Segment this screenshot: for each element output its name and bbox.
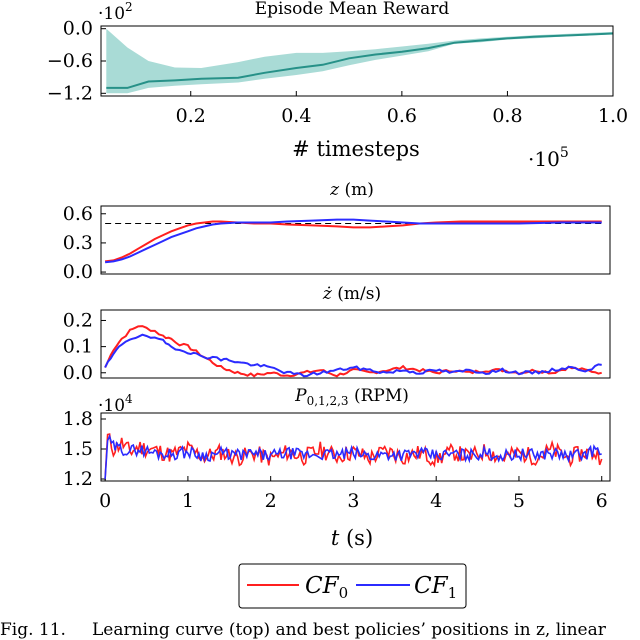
zdot-panel: ż (m/s) 0.2 0.1 0.0 — [63, 284, 611, 384]
reward-x-label: # timesteps — [292, 137, 420, 161]
legend-box — [238, 563, 467, 609]
reward-y-multiplier: ·102 — [98, 0, 133, 24]
zdot-cf0-line — [104, 325, 602, 378]
x-tick-label: 0.2 — [176, 105, 206, 127]
y-tick-label: 1.8 — [63, 408, 93, 430]
x-tick-label: 3 — [347, 490, 359, 512]
reward-title: Episode Mean Reward — [255, 0, 450, 19]
figure-caption: Fig. 11. Learning curve (top) and best po… — [0, 620, 640, 640]
y-tick-label: 0.2 — [63, 309, 93, 331]
x-tick-label: 0.4 — [281, 105, 311, 127]
z-title: z (m) — [329, 180, 374, 200]
x-tick-label: 6 — [596, 490, 608, 512]
zdot-cf1-line — [104, 333, 602, 378]
y-tick-label: 1.5 — [63, 438, 93, 460]
y-tick-label: 0.1 — [63, 336, 93, 358]
zdot-title: ż (m/s) — [322, 284, 381, 304]
y-tick-label: 0.0 — [63, 18, 93, 40]
legend: CF0 CF1 — [238, 563, 467, 609]
zdot-axes-frame — [100, 309, 611, 379]
y-tick-label: −0.6 — [47, 50, 93, 72]
reward-x-multiplier: ·105 — [528, 145, 569, 171]
x-tick-label: 5 — [513, 490, 525, 512]
y-tick-label: 0.0 — [63, 261, 93, 283]
x-tick-label: 4 — [430, 490, 442, 512]
x-tick-label: 1 — [182, 490, 194, 512]
x-tick-label: 0.8 — [492, 105, 522, 127]
y-tick-label: 1.2 — [63, 468, 93, 490]
x-tick-label: 0.6 — [387, 105, 417, 127]
x-tick-label: 1.0 — [598, 105, 628, 127]
z-axes-frame — [100, 205, 611, 275]
rpm-axes-frame — [100, 412, 611, 482]
rpm-y-multiplier: ·104 — [98, 392, 133, 416]
y-tick-label: −1.2 — [47, 82, 93, 104]
rpm-title: P0,1,2,3 (RPM) — [294, 386, 409, 408]
reward-axes-frame — [100, 25, 614, 97]
time-x-label: t (s) — [331, 526, 373, 550]
reward-confidence-band — [106, 28, 614, 94]
z-panel: z (m) 0.6 0.3 0.0 — [63, 180, 611, 283]
caption-label: Fig. 11. — [0, 620, 66, 640]
rpm-panel: P0,1,2,3 (RPM) ·104 1.8 1.5 1.2 0 1 2 3 4 5 6 t (… — [63, 386, 611, 550]
z-cf0-line — [104, 220, 602, 263]
rpm-cf1-line — [104, 434, 602, 480]
y-tick-label: 0.6 — [63, 203, 93, 225]
caption-text: Learning curve (top) and best policies’ … — [91, 620, 606, 640]
legend-cf0-label: CF0 — [305, 573, 348, 602]
z-cf1-line — [104, 218, 602, 264]
reward-panel: Episode Mean Reward ·102 0.0 −0.6 −1.2 0.2 0… — [47, 0, 628, 171]
x-tick-label: 0 — [99, 490, 111, 512]
y-tick-label: 0.3 — [63, 232, 93, 254]
reward-mean-line — [106, 32, 614, 89]
y-tick-label: 0.0 — [63, 362, 93, 384]
legend-cf1-label: CF1 — [414, 573, 457, 602]
x-tick-label: 2 — [265, 490, 277, 512]
